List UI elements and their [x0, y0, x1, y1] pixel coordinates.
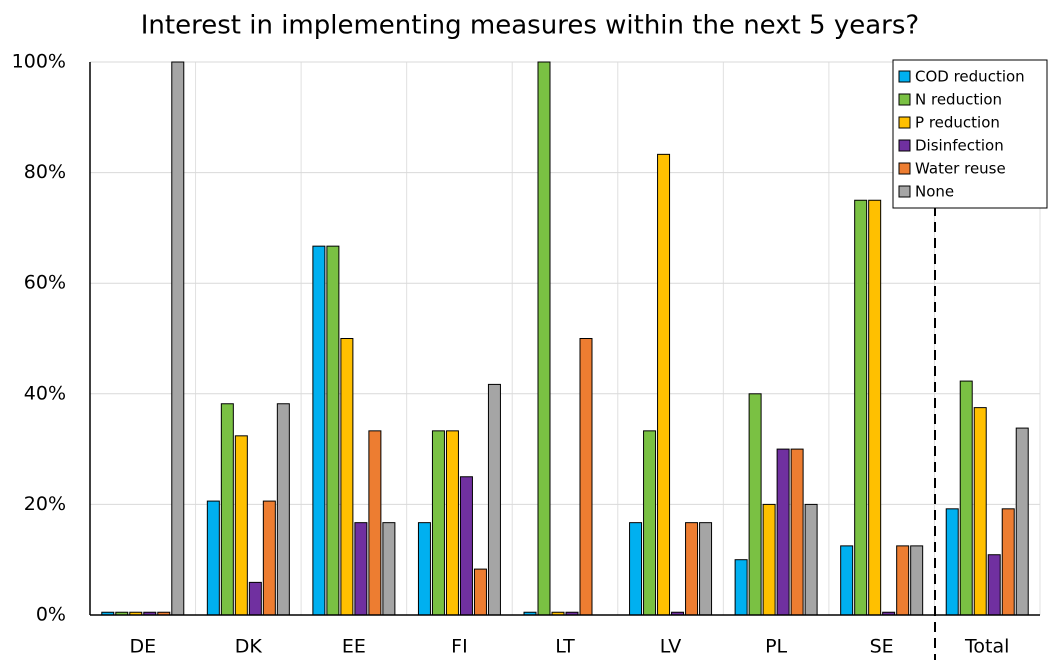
legend-label: Disinfection — [915, 137, 1004, 155]
bar — [840, 545, 854, 616]
bar — [910, 545, 924, 616]
bar — [1015, 427, 1029, 616]
bar — [762, 503, 776, 616]
bar — [896, 545, 910, 616]
bar — [445, 430, 459, 616]
bar — [340, 338, 354, 616]
x-tick-label: LT — [555, 636, 575, 658]
bar — [459, 476, 473, 616]
bar — [234, 435, 248, 616]
x-tick-label: FI — [451, 636, 468, 658]
bar — [276, 403, 290, 616]
legend-swatch — [898, 139, 911, 152]
bar — [473, 568, 487, 616]
legend-label: None — [915, 183, 954, 201]
x-tick-label: DE — [129, 636, 156, 658]
x-tick-label: SE — [870, 636, 894, 658]
legend-box — [892, 59, 1048, 209]
bar — [1001, 508, 1015, 616]
bar — [487, 383, 501, 616]
bar — [354, 522, 368, 616]
bar — [262, 500, 276, 616]
bar — [699, 522, 713, 616]
legend-label: Water reuse — [915, 160, 1006, 178]
bar — [776, 448, 790, 616]
legend-swatch — [898, 93, 911, 106]
bar — [431, 430, 445, 616]
y-tick-label: 60% — [24, 272, 66, 294]
x-tick-label: PL — [765, 636, 787, 658]
legend-label: COD reduction — [915, 68, 1025, 86]
bar — [312, 245, 326, 616]
bar — [417, 522, 431, 616]
bar — [657, 153, 671, 616]
legend-label: N reduction — [915, 91, 1002, 109]
bar — [248, 581, 262, 616]
bar — [171, 61, 185, 616]
bar — [987, 554, 1001, 616]
y-tick-label: 0% — [36, 604, 66, 626]
bar — [629, 522, 643, 616]
bar — [868, 199, 882, 616]
x-tick-label: DK — [235, 636, 263, 658]
bar — [368, 430, 382, 616]
bar — [206, 500, 220, 616]
legend-label: P reduction — [915, 114, 1000, 132]
bar — [579, 338, 593, 616]
y-tick-label: 40% — [24, 382, 66, 404]
y-tick-label: 20% — [24, 493, 66, 515]
x-tick-label: Total — [964, 636, 1009, 658]
bar — [973, 407, 987, 616]
bar — [945, 508, 959, 616]
bar — [790, 448, 804, 616]
x-tick-label: EE — [342, 636, 366, 658]
y-tick-label: 100% — [12, 51, 66, 73]
y-tick-label: 80% — [24, 161, 66, 183]
chart-title: Interest in implementing measures within… — [141, 11, 919, 41]
bar — [959, 380, 973, 616]
bar — [382, 522, 396, 616]
bar — [643, 430, 657, 616]
bar — [748, 393, 762, 616]
legend-swatch — [898, 185, 911, 198]
x-tick-label: LV — [660, 636, 682, 658]
bar — [854, 199, 868, 616]
legend-swatch — [898, 70, 911, 83]
legend-swatch — [898, 162, 911, 175]
legend-swatch — [898, 116, 911, 129]
bar — [220, 403, 234, 616]
bar — [326, 245, 340, 616]
bar — [537, 61, 551, 616]
bar — [685, 522, 699, 616]
bar — [804, 503, 818, 616]
bar — [734, 559, 748, 616]
